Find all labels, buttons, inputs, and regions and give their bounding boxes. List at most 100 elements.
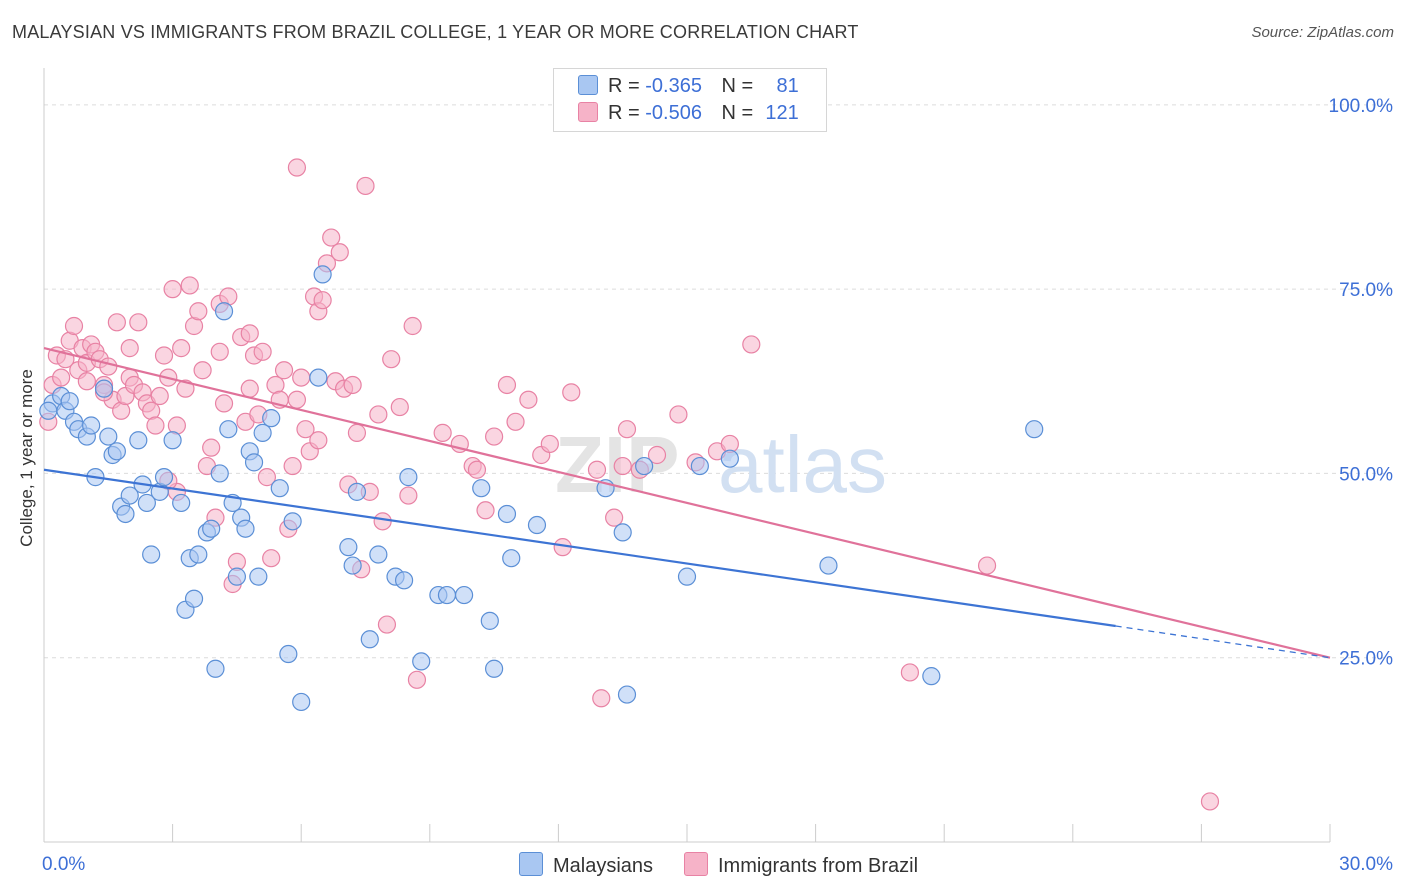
- point-brazil: [146, 416, 165, 435]
- point-brazil: [107, 313, 126, 332]
- point-brazil: [540, 434, 559, 454]
- point-malaysians: [343, 556, 362, 575]
- point-malaysians: [249, 567, 268, 586]
- point-brazil: [373, 512, 392, 531]
- point-brazil: [330, 243, 349, 262]
- point-brazil: [485, 427, 504, 446]
- point-malaysians: [313, 265, 332, 284]
- tick-labels: 25.0% 50.0% 75.0% 100.0% 0.0% 30.0%: [42, 96, 1393, 875]
- point-malaysians: [129, 431, 148, 450]
- axes: [43, 68, 1331, 843]
- bottom-legend-malaysians: Malaysians: [519, 852, 653, 878]
- point-brazil: [467, 460, 487, 479]
- point-malaysians: [202, 519, 221, 538]
- point-malaysians: [1025, 420, 1044, 439]
- point-malaysians: [369, 545, 388, 564]
- legend-n-value: 81: [776, 75, 799, 97]
- point-brazil: [193, 361, 212, 380]
- point-brazil: [287, 390, 307, 409]
- point-brazil: [519, 390, 538, 409]
- watermark-atlas: atlas: [718, 420, 887, 509]
- point-brazil: [214, 394, 234, 413]
- point-malaysians: [819, 556, 838, 575]
- point-brazil: [189, 302, 208, 321]
- point-brazil: [390, 397, 409, 417]
- point-brazil: [120, 339, 139, 358]
- legend-r-label: R =: [608, 75, 640, 97]
- legend-n-label: N =: [721, 102, 754, 124]
- point-brazil: [497, 375, 517, 395]
- point-brazil: [287, 158, 307, 177]
- point-brazil: [172, 339, 191, 358]
- point-brazil: [202, 438, 221, 457]
- point-brazil: [977, 556, 997, 575]
- bottom-legend-swatch-pink: [684, 852, 708, 876]
- point-malaysians: [99, 427, 118, 446]
- point-malaysians: [210, 464, 229, 483]
- point-malaysians: [527, 515, 547, 535]
- point-malaysians: [236, 519, 255, 538]
- point-brazil: [163, 280, 182, 299]
- trend-lines: [43, 347, 1331, 659]
- point-brazil: [562, 383, 581, 402]
- point-malaysians: [244, 453, 264, 472]
- point-brazil: [377, 615, 397, 634]
- stats-legend: R = -0.365 N = 81 R = -0.506 N = 121: [553, 68, 827, 132]
- point-malaysians: [94, 379, 114, 398]
- legend-n-label: N =: [721, 75, 754, 97]
- point-malaysians: [690, 456, 709, 476]
- point-brazil: [262, 549, 281, 568]
- trend-line-brazil: [43, 347, 1331, 659]
- point-malaysians: [720, 449, 739, 468]
- point-malaysians: [613, 523, 632, 542]
- point-malaysians: [502, 549, 521, 568]
- point-malaysians: [163, 431, 182, 450]
- point-malaysians: [172, 493, 191, 513]
- trend-line-malaysians-extension: [1115, 625, 1331, 659]
- point-malaysians: [283, 512, 302, 531]
- point-brazil: [407, 670, 427, 689]
- point-malaysians: [116, 504, 135, 524]
- x-tick-label: 30.0%: [1339, 854, 1393, 875]
- point-malaysians: [922, 667, 941, 686]
- legend-row-brazil: R = -0.506 N = 121: [578, 102, 799, 128]
- legend-swatch-pink: [578, 102, 598, 122]
- point-brazil: [210, 342, 229, 361]
- point-malaysians: [154, 468, 174, 487]
- point-brazil: [343, 375, 362, 395]
- y-tick-label: 75.0%: [1339, 280, 1393, 301]
- legend-r-value: -0.506: [645, 102, 702, 124]
- point-brazil: [313, 291, 332, 310]
- point-malaysians: [472, 479, 491, 498]
- point-malaysians: [137, 493, 156, 513]
- point-brazil: [347, 423, 367, 442]
- source-label: Source: ZipAtlas.com: [1251, 24, 1394, 41]
- point-malaysians: [394, 571, 414, 590]
- point-brazil: [506, 412, 525, 431]
- point-brazil: [399, 486, 418, 505]
- point-brazil: [647, 445, 667, 465]
- y-axis-label: College, 1 year or more: [17, 369, 36, 547]
- point-malaysians: [253, 423, 272, 442]
- point-brazil: [176, 379, 195, 398]
- point-brazil: [1200, 792, 1220, 811]
- point-malaysians: [39, 401, 58, 420]
- y-tick-label: 25.0%: [1339, 649, 1393, 670]
- point-brazil: [150, 386, 169, 406]
- point-malaysians: [437, 585, 457, 605]
- point-malaysians: [189, 545, 208, 564]
- point-malaysians: [497, 504, 517, 524]
- y-tick-label: 100.0%: [1329, 96, 1394, 117]
- point-brazil: [742, 335, 761, 354]
- bottom-legend-swatch-blue: [519, 852, 543, 876]
- point-brazil: [605, 508, 624, 527]
- watermark: ZIP atlas: [555, 420, 887, 509]
- y-tick-label: 50.0%: [1339, 464, 1393, 485]
- point-malaysians: [677, 567, 697, 586]
- bottom-legend-label: Malaysians: [553, 855, 654, 877]
- point-brazil: [240, 324, 259, 343]
- point-malaysians: [292, 692, 311, 712]
- point-brazil: [180, 276, 199, 295]
- point-malaysians: [107, 442, 126, 461]
- point-brazil: [154, 346, 174, 365]
